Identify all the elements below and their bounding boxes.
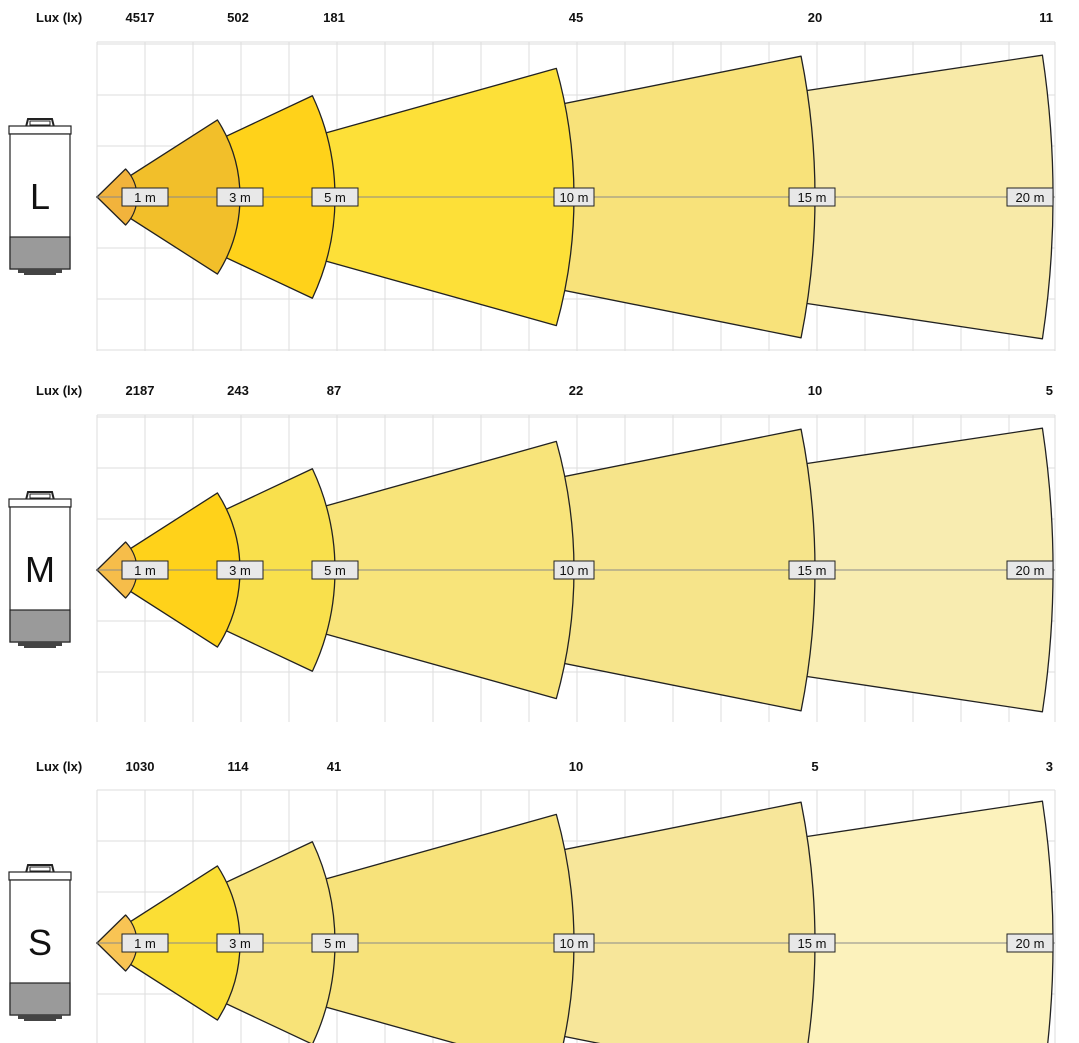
lamp-size-label: S — [28, 922, 52, 963]
panel-m: Lux (lx) 2187 243 87 22 10 5 1 m 3 m 5 m 10 m 15 m 2… — [8, 383, 1056, 722]
lux-value: 2187 — [126, 383, 155, 398]
lux-value: 1030 — [126, 759, 155, 774]
panel-l: Lux (lx) 4517 502 181 45 20 11 1 m 3 m 5 m 10 m 15 … — [8, 10, 1056, 351]
distance-label-box — [1006, 933, 1054, 953]
distance-label: 5 m — [324, 190, 346, 205]
distance-label-box — [311, 187, 359, 207]
lux-header: Lux (lx) — [36, 759, 82, 774]
lux-value: 3 — [1046, 759, 1053, 774]
distance-label: 3 m — [229, 936, 251, 951]
lux-value: 5 — [1046, 383, 1053, 398]
lux-value: 22 — [569, 383, 583, 398]
distance-label: 1 m — [134, 936, 156, 951]
distance-label: 20 m — [1016, 563, 1045, 578]
distance-label: 1 m — [134, 190, 156, 205]
lamp-size-label: L — [30, 176, 50, 217]
lux-value: 114 — [228, 759, 250, 774]
distance-label-box — [216, 560, 264, 580]
lux-value: 45 — [569, 10, 583, 25]
lamp-size-label: M — [25, 549, 55, 590]
distance-label: 15 m — [798, 936, 827, 951]
distance-label-box — [1006, 560, 1054, 580]
distance-label: 10 m — [560, 936, 589, 951]
distance-label-box — [216, 933, 264, 953]
distance-label-box — [788, 560, 836, 580]
distance-label: 3 m — [229, 563, 251, 578]
lamp-icon: M — [8, 491, 72, 648]
distance-label-box — [121, 933, 169, 953]
lux-value: 20 — [808, 10, 822, 25]
distance-label-box — [788, 933, 836, 953]
distance-label-box — [311, 933, 359, 953]
lux-value: 11 — [1039, 10, 1053, 25]
lux-value: 10 — [808, 383, 822, 398]
distance-label: 5 m — [324, 936, 346, 951]
distance-label-box — [553, 560, 595, 580]
panel-s: Lux (lx) 1030 114 41 10 5 3 1 m 3 m 5 m 10 m 15 m 20… — [8, 759, 1056, 1043]
distance-label: 15 m — [798, 563, 827, 578]
distance-label: 3 m — [229, 190, 251, 205]
distance-label-box — [1006, 187, 1054, 207]
distance-label: 1 m — [134, 563, 156, 578]
lux-header: Lux (lx) — [36, 383, 82, 398]
lux-value: 87 — [327, 383, 341, 398]
lamp-icon: L — [8, 118, 72, 275]
distance-label: 10 m — [560, 563, 589, 578]
lux-value: 243 — [227, 383, 249, 398]
distance-label-box — [788, 187, 836, 207]
distance-label: 20 m — [1016, 936, 1045, 951]
distance-label-box — [121, 187, 169, 207]
lux-value: 10 — [569, 759, 583, 774]
distance-label: 5 m — [324, 563, 346, 578]
lux-header: Lux (lx) — [36, 10, 82, 25]
lux-value: 181 — [323, 10, 345, 25]
lux-value: 41 — [327, 759, 341, 774]
distance-label-box — [121, 560, 169, 580]
distance-label-box — [216, 187, 264, 207]
distance-label: 20 m — [1016, 190, 1045, 205]
lux-value: 5 — [811, 759, 818, 774]
lux-value: 4517 — [126, 10, 155, 25]
distance-label-box — [311, 560, 359, 580]
distance-label: 10 m — [560, 190, 589, 205]
lux-value: 502 — [227, 10, 249, 25]
distance-label-box — [553, 933, 595, 953]
distance-label-box — [553, 187, 595, 207]
distance-label: 15 m — [798, 190, 827, 205]
lamp-icon: S — [8, 864, 72, 1021]
